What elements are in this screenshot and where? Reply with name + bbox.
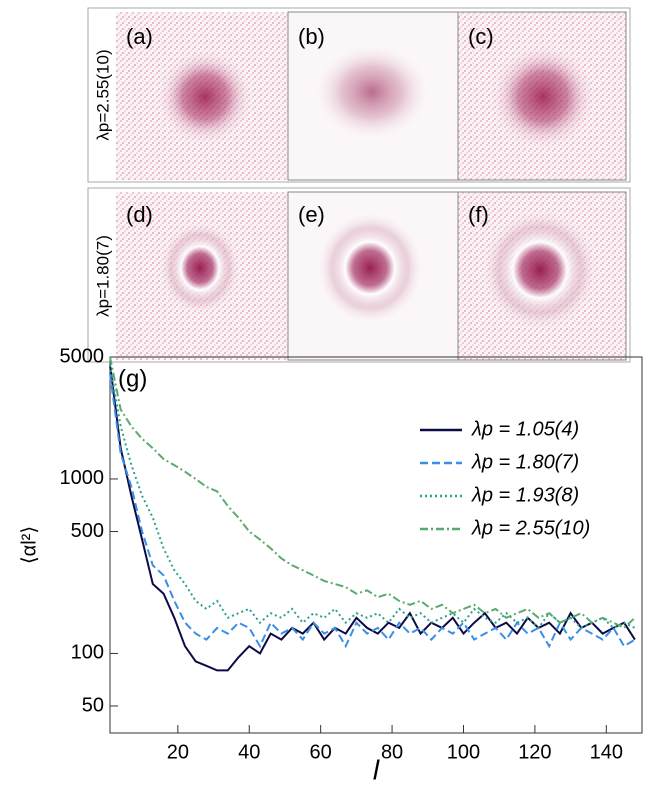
x-tick-label: 40 [238,741,260,763]
y-tick-label: 5000 [60,345,105,367]
legend-label: λp = 1.05(4) [471,418,579,440]
pattern [488,42,598,152]
series-line [109,364,636,630]
y-axis-label: ⟨αl²⟩ [18,526,40,564]
legend-label: λp = 1.93(8) [471,484,579,506]
pattern [312,42,432,142]
x-tick-label: 100 [447,741,480,763]
pattern [158,220,242,316]
series-line [109,373,636,649]
row-label: λp=1.80(7) [93,235,112,317]
x-tick-label: 140 [590,741,623,763]
image-grid: (a) (b) (c) (d) (e) (f) λp=2.55(10) λp=1… [87,7,631,363]
y-tick-label: 50 [82,694,104,716]
pattern [480,208,600,332]
panel-label: (f) [468,202,489,227]
series-line [109,356,636,630]
y-tick-label: 500 [71,520,104,542]
x-tick-label: 20 [167,741,189,763]
legend-label: λp = 2.55(10) [471,517,590,539]
x-tick-label: 60 [310,741,332,763]
x-axis-label: l [373,754,380,785]
panel-label: (a) [126,24,153,49]
legend-label: λp = 1.80(7) [471,451,579,473]
y-tick-label: 100 [71,642,104,664]
pattern [155,47,255,147]
panel-label: (c) [468,24,494,49]
panel-label: (e) [298,202,325,227]
annotation: (g) [118,365,147,392]
pattern [315,210,425,326]
panel-label: (b) [298,24,325,49]
x-tick-label: 120 [518,741,551,763]
panel-label: (d) [126,202,153,227]
y-tick-label: 1000 [60,467,105,489]
x-tick-label: 80 [381,741,403,763]
plot-frame [109,356,643,734]
row-label: λp=2.55(10) [93,49,112,140]
